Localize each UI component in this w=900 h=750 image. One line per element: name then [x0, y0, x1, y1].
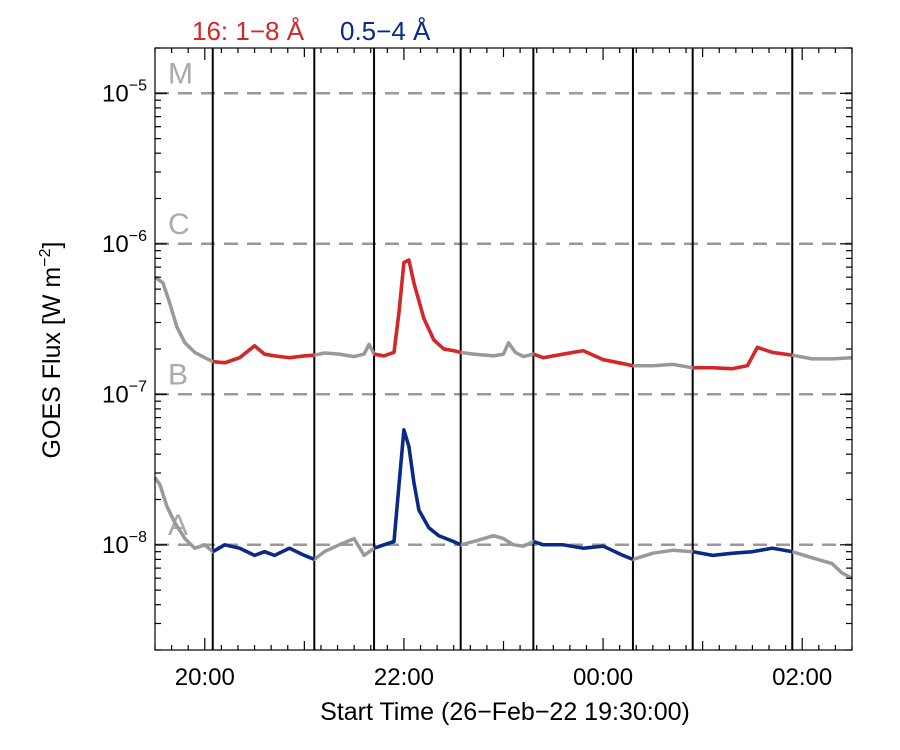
- series-1-highlight-3: [532, 348, 634, 368]
- series-1-highlight-4: [692, 345, 793, 371]
- y-tick-label: 10−6: [102, 228, 147, 258]
- series-2-highlight-4: [692, 546, 793, 558]
- x-tick-label: 00:00: [573, 664, 633, 691]
- x-tick-label: 02:00: [772, 664, 832, 691]
- legend-short-label: 0.5−4 Å: [340, 16, 431, 46]
- x-tick-label: 20:00: [175, 664, 235, 691]
- series-group: [153, 258, 853, 580]
- vertical-markers: [211, 48, 794, 650]
- series-1-highlight-1: [212, 344, 315, 365]
- legend-long-label: 16: 1−8 Å: [192, 16, 305, 46]
- class-label-b: B: [168, 358, 188, 391]
- series-2-highlight-3: [532, 539, 634, 562]
- legend: 16: 1−8 Å 0.5−4 Å: [192, 16, 431, 46]
- y-axis-label: GOES Flux [W m−2]: [37, 242, 66, 459]
- series-2-highlight-2: [373, 428, 462, 550]
- class-label-c: C: [168, 208, 190, 241]
- series-1-highlight-2: [373, 258, 462, 358]
- y-axis: 10−8 10−7 10−6 10−5: [102, 47, 852, 651]
- series-2-highlight-1: [211, 543, 315, 562]
- x-axis-label: Start Time (26−Feb−22 19:30:00): [320, 698, 690, 726]
- x-tick-label: 22:00: [374, 664, 434, 691]
- class-gridlines: [155, 92, 852, 547]
- y-tick-label: 10−5: [102, 77, 147, 107]
- y-tick-label: 10−7: [102, 378, 147, 408]
- series-1-base-line: [153, 258, 853, 371]
- series-2-base-line: [153, 428, 853, 580]
- y-tick-label: 10−8: [102, 529, 147, 559]
- x-axis: 20:00 22:00 00:00 02:00: [154, 48, 853, 691]
- class-label-m: M: [168, 57, 193, 90]
